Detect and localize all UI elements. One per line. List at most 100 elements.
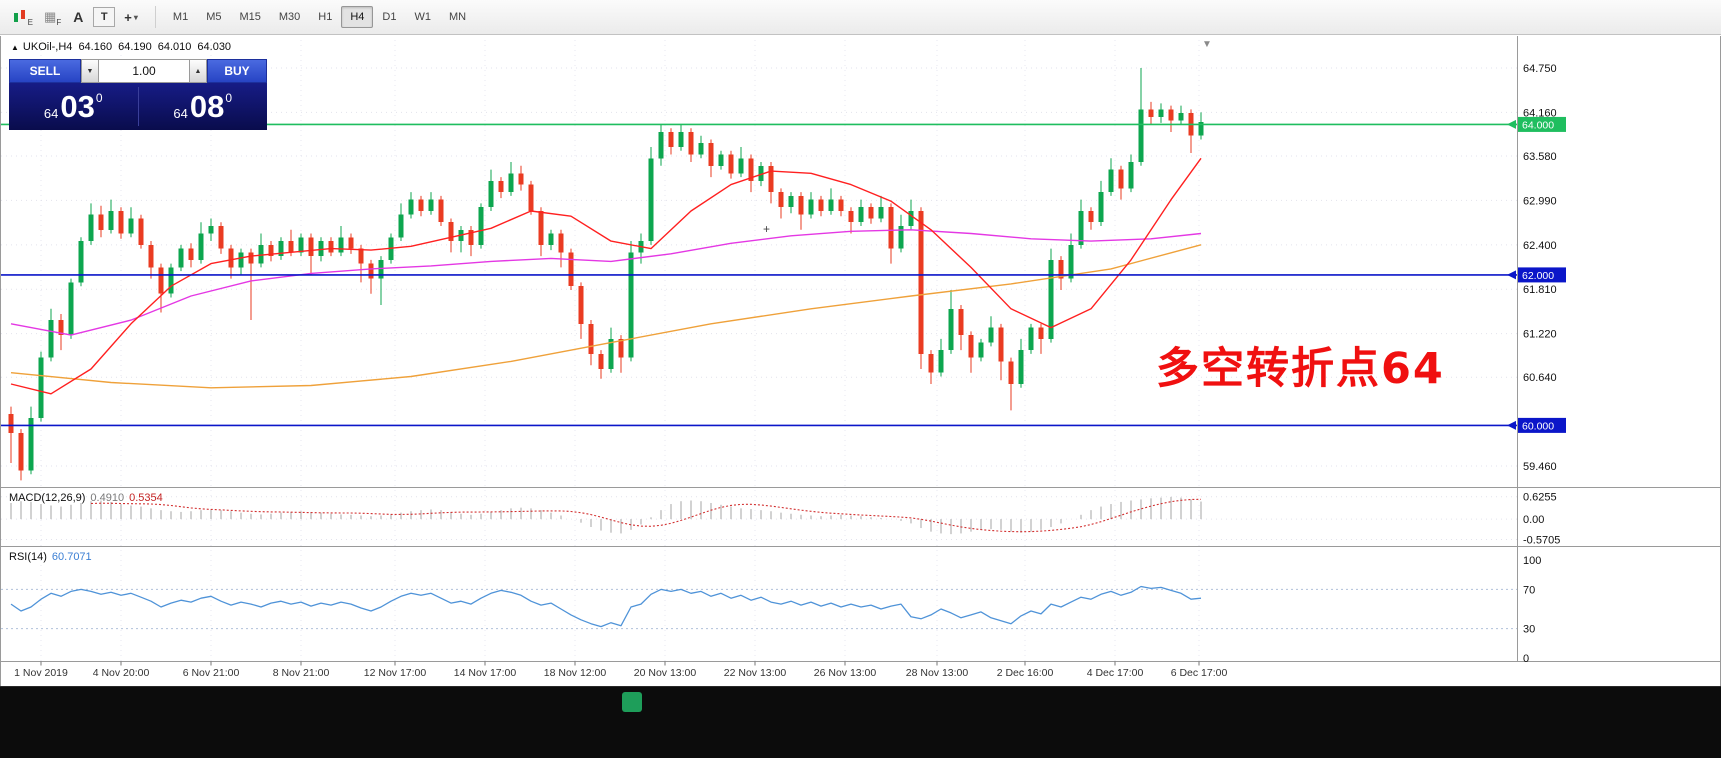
axis-label: 8 Nov 21:00 <box>273 667 330 679</box>
axis-label: 2 Dec 16:00 <box>997 667 1054 679</box>
volume-up-button[interactable]: ▲ <box>189 59 207 83</box>
candle-body <box>578 286 584 324</box>
candle-body <box>328 241 334 253</box>
buy-price-prefix: 64 <box>173 105 188 121</box>
candle-body <box>708 143 714 166</box>
axis-label: 70 <box>1523 584 1535 596</box>
letter-a-glyph: A <box>73 9 84 25</box>
volume-input[interactable] <box>99 59 189 83</box>
candle-body <box>728 154 734 174</box>
one-click-trade-panel: SELL ▼ ▲ BUY 64 03 0 64 08 0 <box>9 59 267 130</box>
macd-signal-value: 0.5354 <box>129 492 163 504</box>
candle-body <box>58 320 64 336</box>
axis-label: 26 Nov 13:00 <box>814 667 877 679</box>
chart-e-icon[interactable]: E <box>5 5 35 29</box>
chart-annotation: 多空转折点64 <box>1156 344 1445 394</box>
grid-f-icon[interactable]: ▦ F <box>37 5 63 29</box>
buy-price-big: 08 <box>189 89 225 124</box>
candle-body <box>1068 244 1074 279</box>
axis-label: 0.6255 <box>1523 492 1557 504</box>
candle-body <box>198 233 204 260</box>
candle-body <box>978 342 984 358</box>
timeframe-button-M15[interactable]: M15 <box>230 6 269 28</box>
axis-label: -0.5705 <box>1523 535 1560 547</box>
candle-body <box>228 248 234 268</box>
symbol-name: UKOil-,H4 <box>22 41 73 53</box>
price-chart[interactable]: 64.750 64.160 63.580 62.990 62.400 61.810 61.2… <box>1 36 1721 686</box>
candle-body <box>1018 350 1024 385</box>
candle-body <box>808 199 814 215</box>
candle-body <box>408 199 414 215</box>
candle-body <box>448 222 454 242</box>
candle-body <box>898 226 904 249</box>
icon-badge: F <box>56 18 62 27</box>
candle-body <box>438 199 444 223</box>
level-arrow-icon <box>1507 270 1516 280</box>
candle-body <box>1128 162 1134 189</box>
timeframe-button-M1[interactable]: M1 <box>164 6 197 28</box>
toolbar-separator <box>154 6 156 28</box>
letter-t-glyph: T <box>100 11 108 23</box>
buy-price-display[interactable]: 64 08 0 <box>139 83 268 130</box>
macd-name: MACD(12,26,9) <box>9 492 86 504</box>
timeframe-button-W1[interactable]: W1 <box>405 6 440 28</box>
candle-body <box>588 323 594 354</box>
candle-body <box>568 252 574 287</box>
sell-button[interactable]: SELL <box>9 59 81 83</box>
ma-slow-line <box>10 244 1202 389</box>
volume-down-button[interactable]: ▼ <box>81 59 99 83</box>
candle-body <box>798 195 804 215</box>
candle-body <box>608 338 614 369</box>
rsi-name: RSI(14) <box>9 551 47 563</box>
crosshair-glyph: + <box>124 9 132 25</box>
candle-body <box>128 218 134 234</box>
candle-body <box>1168 109 1174 121</box>
axis-label: 62.990 <box>1523 195 1557 207</box>
macd-main-value: 0.4910 <box>90 492 125 504</box>
candle-body <box>208 226 214 234</box>
candle-body <box>648 158 654 242</box>
candle-body <box>1158 109 1164 117</box>
candle-body <box>958 308 964 336</box>
candle-body <box>1058 259 1064 279</box>
candle-body <box>948 308 954 351</box>
axis-label: 60.000 <box>1522 420 1554 432</box>
timeframe-button-H1[interactable]: H1 <box>309 6 341 28</box>
crosshair-icon[interactable]: + ▾ <box>117 5 145 29</box>
level-arrow-icon <box>1507 119 1516 129</box>
candle-body <box>268 244 274 257</box>
timeframe-button-H4[interactable]: H4 <box>341 6 374 28</box>
candle-body <box>318 241 324 257</box>
axis-label: 12 Nov 17:00 <box>364 667 427 679</box>
candle-body <box>838 199 844 211</box>
text-a-icon[interactable]: A <box>65 5 91 29</box>
timeframe-button-MN[interactable]: MN <box>440 6 475 28</box>
candle-body <box>288 241 294 253</box>
candle-body <box>258 244 264 264</box>
chevron-down-icon: ▾ <box>133 12 138 22</box>
candle-body <box>78 241 84 283</box>
candle-body <box>748 158 754 181</box>
sell-price-display[interactable]: 64 03 0 <box>9 83 138 130</box>
candle-body <box>778 192 784 208</box>
axis-label: 0.00 <box>1523 514 1544 526</box>
candle-body <box>988 327 994 343</box>
textbox-t-icon[interactable]: T <box>93 7 116 27</box>
ohlc-low: 64.010 <box>157 41 192 53</box>
timeframe-button-M5[interactable]: M5 <box>197 6 230 28</box>
buy-button[interactable]: BUY <box>207 59 267 83</box>
taskbar[interactable] <box>0 686 1721 758</box>
timeframe-button-D1[interactable]: D1 <box>373 6 405 28</box>
candle-body <box>358 248 364 264</box>
candle-body <box>868 207 874 219</box>
ma-fast-line <box>10 157 1202 395</box>
grid-glyph: ▦ <box>44 9 57 24</box>
timeframe-button-M30[interactable]: M30 <box>270 6 309 28</box>
candle-body <box>1038 327 1044 339</box>
candle-body <box>928 353 934 373</box>
axis-label: 14 Nov 17:00 <box>454 667 517 679</box>
rsi-line <box>10 585 1202 628</box>
axis-label: 59.460 <box>1523 461 1557 473</box>
taskbar-app-icon[interactable] <box>622 692 642 712</box>
chart-shift-icon[interactable]: ▼ <box>1202 39 1212 50</box>
